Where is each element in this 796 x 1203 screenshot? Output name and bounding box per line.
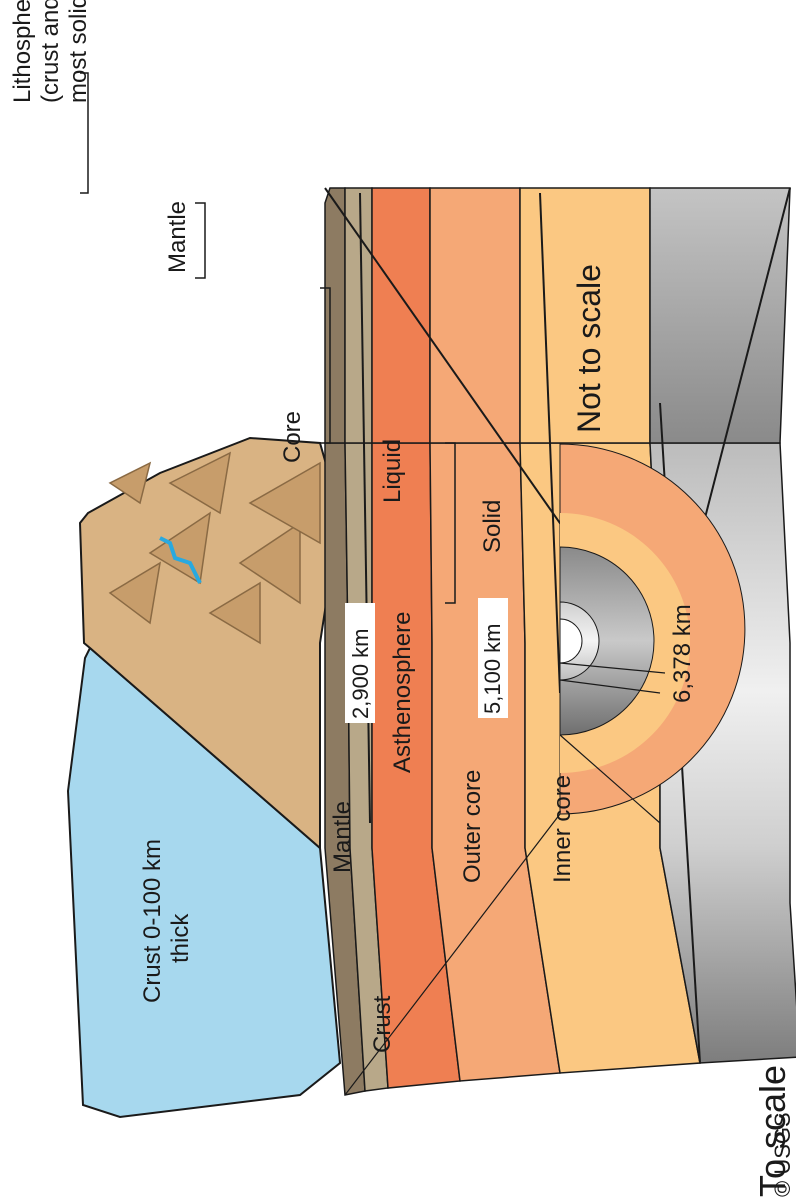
- lithosphere-sub1: (crust and upper-: [37, 0, 64, 103]
- depth-5100-label: 5,100 km: [480, 624, 505, 715]
- asthenosphere-label: Asthenosphere: [389, 612, 416, 773]
- not-to-scale-label: Not to scale: [571, 264, 607, 433]
- depth-5100-box: [478, 598, 508, 718]
- liquid-label: Liquid: [379, 439, 406, 503]
- inner-core-label: Inner core: [549, 775, 576, 883]
- credit-label: © USGS: [770, 1112, 795, 1197]
- layer-brackets: [80, 72, 456, 604]
- right-face-midmantle: [429, 187, 521, 444]
- right-face-astheno: [371, 187, 431, 444]
- right-face-litho: [344, 187, 373, 444]
- mantle-top-label: Mantle: [164, 201, 191, 273]
- connector-lines: [344, 662, 666, 1096]
- scale-inner-white: [559, 618, 583, 664]
- mountain-texture: [108, 451, 321, 645]
- to-scale-label: To scale: [752, 1065, 793, 1197]
- lithosphere-sub2: most solid mantle): [65, 0, 92, 103]
- crust-label: Crust: [369, 995, 396, 1053]
- scale-disc: [559, 443, 746, 815]
- scale-outer-core-arc: [559, 546, 655, 736]
- crust-thickness-label-1: Crust 0-100 km: [139, 839, 166, 1003]
- right-face-upper: [324, 187, 346, 444]
- right-face-core: [649, 187, 791, 444]
- boundary-5100: [539, 192, 561, 694]
- mantle-label: Mantle: [329, 801, 356, 873]
- depth-6378-label: 6,378 km: [669, 604, 696, 703]
- depth-2900-box: [345, 603, 375, 723]
- core-top-label: Core: [279, 411, 306, 463]
- river: [159, 536, 202, 584]
- lithosphere-label: Lithosphere: [9, 0, 36, 103]
- depth-2900-label: 2,900 km: [348, 629, 373, 720]
- solid-label: Solid: [479, 500, 506, 553]
- outer-core-label: Outer core: [459, 770, 486, 883]
- crust-thickness-label-2: thick: [167, 913, 194, 963]
